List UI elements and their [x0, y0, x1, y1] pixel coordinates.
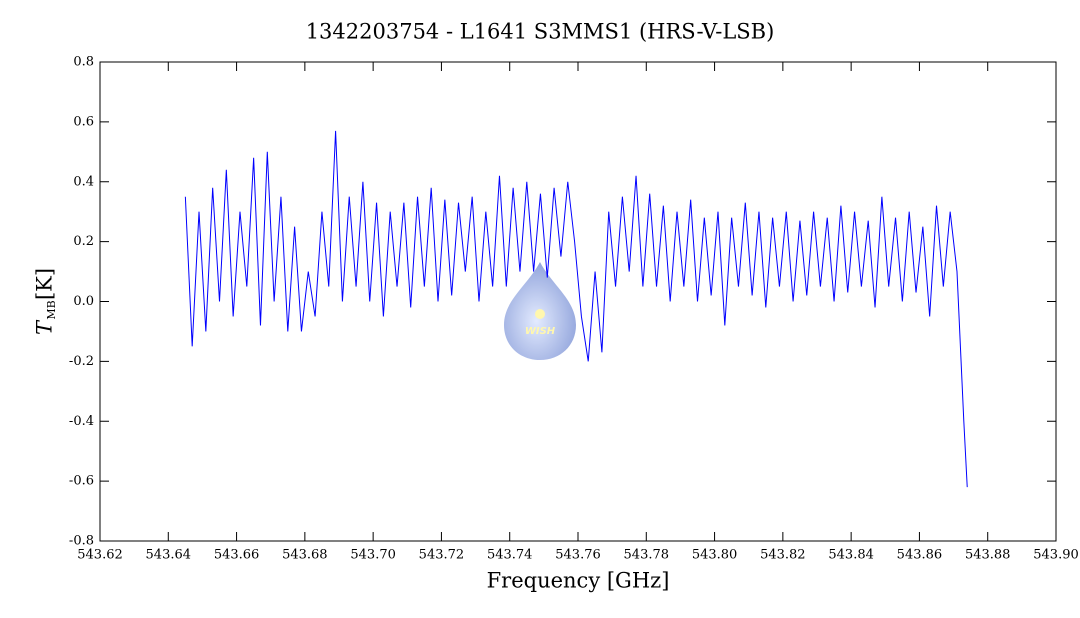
logo-text: WISH	[525, 326, 556, 337]
x-tick-label: 543.76	[555, 548, 601, 563]
x-tick-label: 543.62	[77, 548, 123, 563]
y-tick-label: -0.4	[69, 414, 94, 429]
y-tick-label: 0.0	[73, 294, 94, 309]
x-tick-label: 543.78	[624, 548, 670, 563]
logo-star	[535, 309, 545, 319]
spectrum-line	[184, 130, 968, 488]
y-axis-label: T MB [K]	[33, 268, 59, 335]
y-tick-label: 0.4	[73, 174, 94, 189]
y-tick-label: 0.6	[73, 114, 94, 129]
x-tick-label: 543.70	[350, 548, 396, 563]
x-tick-label: 543.82	[760, 548, 806, 563]
y-label-symbol: T	[33, 319, 57, 335]
y-tick-label: -0.6	[69, 474, 94, 489]
x-axis-label: Frequency [GHz]	[487, 569, 670, 593]
x-tick-label: 543.68	[282, 548, 328, 563]
x-tick-label: 543.64	[146, 548, 192, 563]
y-tick-label: -0.8	[69, 534, 94, 549]
x-tick-label: 543.74	[487, 548, 533, 563]
x-tick-label: 543.80	[692, 548, 738, 563]
y-label-subscript: MB	[45, 300, 58, 319]
y-label-unit: [K]	[33, 268, 57, 300]
x-tick-label: 543.90	[1033, 548, 1079, 563]
wish-logo: WISH	[504, 262, 576, 360]
x-tick-label: 543.66	[214, 548, 260, 563]
x-tick-label: 543.84	[828, 548, 874, 563]
x-tick-label: 543.88	[965, 548, 1011, 563]
chart-title: 1342203754 - L1641 S3MMS1 (HRS-V-LSB)	[306, 20, 775, 44]
x-tick-label: 543.72	[419, 548, 465, 563]
y-tick-label: 0.2	[73, 234, 94, 249]
x-tick-label: 543.86	[897, 548, 943, 563]
y-tick-label: -0.2	[69, 354, 94, 369]
y-tick-label: 0.8	[73, 55, 94, 70]
